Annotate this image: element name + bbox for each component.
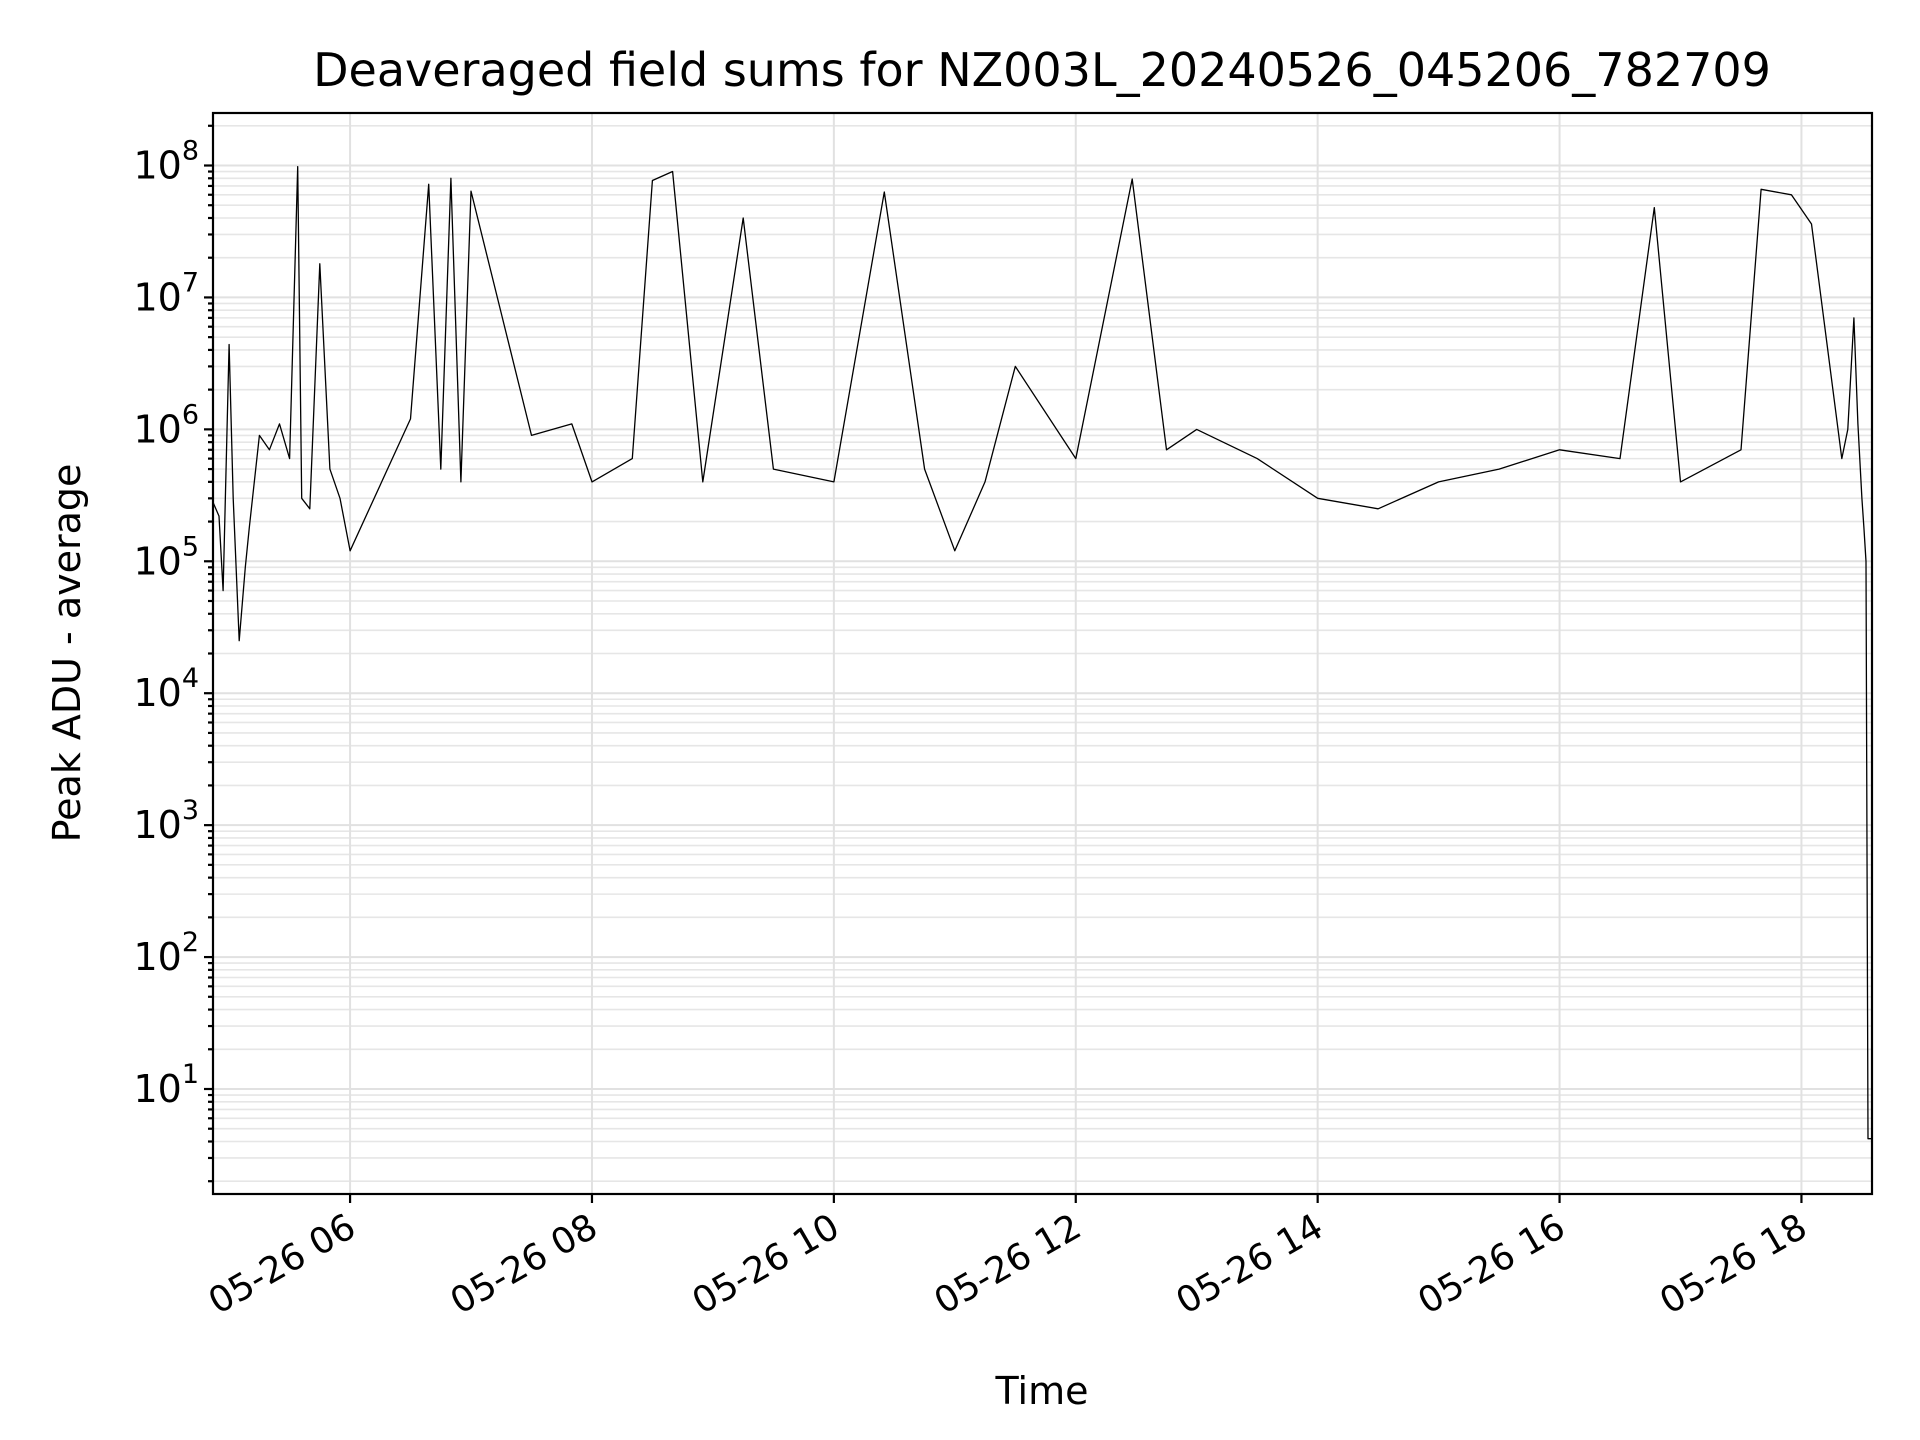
y-tick-label: 103 — [133, 795, 199, 847]
y-tick-base: 10 — [133, 1067, 181, 1111]
chart-title: Deaveraged field sums for NZ003L_2024052… — [313, 43, 1771, 97]
y-tick-exponent: 4 — [182, 663, 199, 694]
y-tick-exponent: 5 — [182, 531, 199, 562]
y-tick-base: 10 — [133, 935, 181, 979]
y-tick-base: 10 — [133, 671, 181, 715]
y-axis-label: Peak ADU - average — [45, 464, 89, 843]
series-layer — [212, 166, 1872, 1140]
x-tick-label: 05-26 12 — [928, 1206, 1089, 1322]
x-tick-label: 05-26 16 — [1411, 1206, 1572, 1322]
y-tick-base: 10 — [133, 275, 181, 319]
y-tick-exponent: 2 — [182, 927, 199, 958]
x-tick-label: 05-26 18 — [1653, 1206, 1814, 1322]
y-tick-label: 104 — [133, 663, 199, 715]
y-tick-label: 105 — [133, 531, 199, 583]
x-axis-label: Time — [995, 1369, 1089, 1413]
y-tick-exponent: 8 — [182, 135, 199, 166]
x-tick-label: 05-26 08 — [444, 1206, 605, 1322]
series-line — [212, 166, 1872, 1140]
y-tick-base: 10 — [133, 803, 181, 847]
y-tick-exponent: 6 — [182, 399, 199, 430]
y-tick-base: 10 — [133, 407, 181, 451]
y-tick-label: 106 — [133, 399, 199, 451]
y-tick-base: 10 — [133, 143, 181, 187]
y-tick-exponent: 7 — [182, 267, 199, 298]
y-tick-base: 10 — [133, 539, 181, 583]
x-tick-label: 05-26 10 — [686, 1206, 847, 1322]
y-tick-exponent: 1 — [182, 1059, 199, 1090]
x-tick-label: 05-26 14 — [1169, 1206, 1330, 1322]
x-axis: 05-26 06 05-26 08 05-26 10 05-26 12 05-26 14… — [202, 1194, 1814, 1323]
grid — [213, 113, 1872, 1194]
y-tick-label: 107 — [133, 267, 199, 319]
y-tick-exponent: 3 — [182, 795, 199, 826]
y-tick-label: 108 — [133, 135, 199, 187]
y-tick-label: 102 — [133, 927, 199, 979]
y-tick-label: 101 — [133, 1059, 199, 1111]
x-tick-label: 05-26 06 — [202, 1206, 363, 1322]
